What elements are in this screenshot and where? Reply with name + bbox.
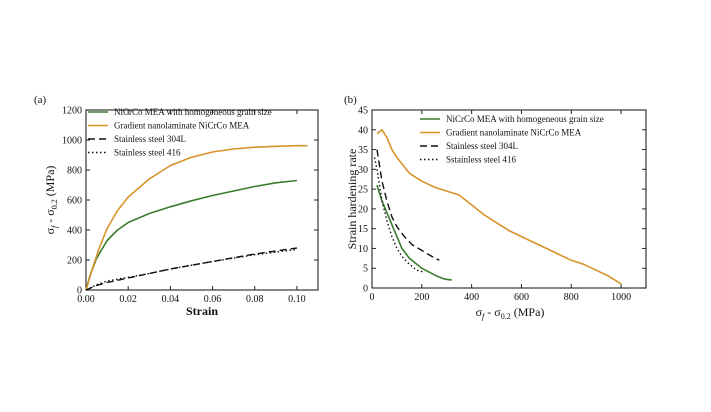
plot-frame xyxy=(371,109,647,289)
y-tick-label: 0 xyxy=(77,286,82,297)
x-tick-label: 0.02 xyxy=(119,294,137,305)
series-line-3 xyxy=(85,248,297,291)
x-axis-label: σf - σ0.2 (MPa) xyxy=(476,305,545,321)
panel-label: (b) xyxy=(344,94,357,106)
y-axis-label-symbol: σ xyxy=(43,227,57,234)
x-tick-label: 0.00 xyxy=(77,294,95,305)
legend-label-1: Gradient nanolaminate NiCrCo MEA xyxy=(446,128,582,138)
x-axis-label: Strain xyxy=(186,304,218,318)
x-axis-label-mid: - σ xyxy=(484,305,501,319)
series-line-1 xyxy=(376,129,622,285)
legend-label-2: Stainless steel 304L xyxy=(114,134,186,144)
series-line-2 xyxy=(85,247,297,291)
series-line-3 xyxy=(373,157,425,273)
y-tick-label: 400 xyxy=(67,226,82,237)
x-axis-label-sub: 0.2 xyxy=(501,312,511,321)
series-line-0 xyxy=(376,184,452,281)
panel-b-chart: 0 200 400 600 800 1000 0 5 10 15 20 25 30 35 40 45 NiCrC… xyxy=(344,94,647,321)
series-line-2 xyxy=(376,149,440,261)
series-line-0 xyxy=(85,179,297,291)
y-tick-label: 200 xyxy=(67,256,82,267)
x-tick-label: 0.08 xyxy=(246,294,264,305)
y-tick-label: 1200 xyxy=(62,106,82,117)
y-tick-label: 30 xyxy=(358,165,368,176)
series-line-1 xyxy=(85,144,308,291)
y-tick-label: 25 xyxy=(358,185,368,196)
y-tick-label: 40 xyxy=(358,125,368,136)
y-axis-label: Strain hardening rate xyxy=(345,149,359,250)
y-axis-label-sub: 0.2 xyxy=(50,199,59,209)
y-tick-label: 45 xyxy=(358,106,368,117)
y-tick-label: 600 xyxy=(67,196,82,207)
x-tick-label: 0.04 xyxy=(162,294,180,305)
legend-label-3: Stainless steel 416 xyxy=(114,148,181,158)
legend-label-2: Stainless steel 304L xyxy=(446,141,518,151)
x-tick-label: 0.06 xyxy=(204,294,222,305)
x-tick-label: 200 xyxy=(414,292,429,303)
y-tick-label: 35 xyxy=(358,145,368,156)
y-tick-label: 20 xyxy=(358,204,368,215)
y-axis-label-mid: - σ xyxy=(43,209,57,226)
x-axis-label-symbol: σ xyxy=(476,305,483,319)
y-axis-label: σf - σ0.2 (MPa) xyxy=(43,166,59,235)
x-tick-label: 0 xyxy=(370,292,375,303)
panel-label: (a) xyxy=(34,94,47,106)
legend-label-0: NiCrCo MEA with homogeneous grain size xyxy=(446,114,604,124)
x-tick-label: 1000 xyxy=(611,292,631,303)
y-axis-label-unit: (MPa) xyxy=(43,166,57,200)
legend-label-3: Sstainless steel 416 xyxy=(446,155,516,165)
x-tick-label: 0.10 xyxy=(288,294,306,305)
y-tick-label: 10 xyxy=(358,244,368,255)
y-tick-label: 5 xyxy=(363,264,368,275)
legend-label-1: Gradient nanolaminate NiCrCo MEA xyxy=(114,121,250,131)
y-tick-label: 0 xyxy=(363,284,368,295)
x-axis-label-sub: f xyxy=(482,312,486,321)
x-tick-label: 400 xyxy=(464,292,479,303)
y-tick-label: 800 xyxy=(67,166,82,177)
legend-label-0: NiCrCo MEA with homogeneous grain size xyxy=(114,107,272,117)
y-axis-label-sub: f xyxy=(50,224,59,228)
x-tick-label: 600 xyxy=(514,292,529,303)
x-tick-label: 800 xyxy=(564,292,579,303)
y-tick-label: 1000 xyxy=(62,136,82,147)
x-axis-label-unit: (MPa) xyxy=(511,305,545,319)
y-tick-label: 15 xyxy=(358,224,368,235)
panel-a-chart: 0.00 0.02 0.04 0.06 0.08 0.10 0 200 400 600 800 100… xyxy=(34,94,319,318)
